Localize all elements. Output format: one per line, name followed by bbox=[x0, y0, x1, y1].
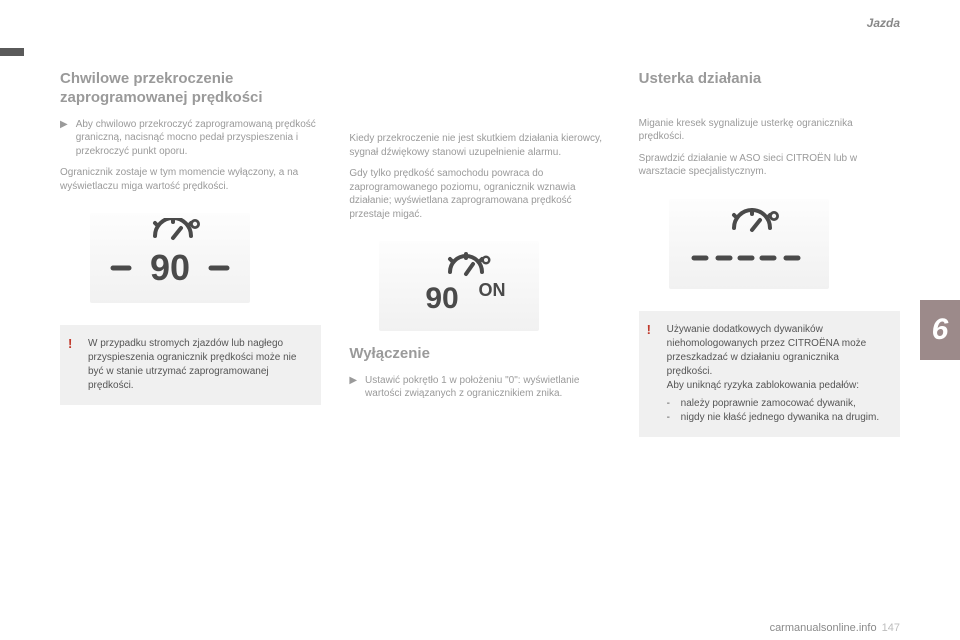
column-3: Usterka działania Miganie kresek sygnali… bbox=[639, 70, 900, 620]
col3-warn-line: Aby uniknąć ryzyka zablokowania pedałów: bbox=[667, 379, 886, 393]
bullet-mark-icon: ▶ bbox=[349, 374, 357, 401]
column-2: Kiedy przekroczenie nie jest skutkiem dz… bbox=[349, 70, 610, 620]
warning-icon: ! bbox=[647, 321, 651, 339]
col2-bullet-text: Ustawić pokrętło 1 w położeniu "0": wyśw… bbox=[365, 374, 611, 401]
col3-warn-item: nigdy nie kłaść jednego dywanika na drug… bbox=[667, 411, 886, 425]
svg-text:ON: ON bbox=[479, 280, 506, 300]
col3-para1: Miganie kresek sygnalizuje usterkę ogran… bbox=[639, 117, 900, 144]
warning-icon: ! bbox=[68, 335, 72, 353]
col3-para2: Sprawdzić działanie w ASO sieci CITROËN … bbox=[639, 152, 900, 179]
col1-title: Chwilowe przekroczenie zaprogramowanej p… bbox=[60, 70, 321, 108]
col1-warning-text: W przypadku stromych zjazdów lub nagłego… bbox=[88, 338, 296, 391]
chapter-tab: 6 bbox=[920, 300, 960, 360]
col3-title: Usterka działania bbox=[639, 70, 900, 89]
column-1: Chwilowe przekroczenie zaprogramowanej p… bbox=[60, 70, 321, 620]
col2-para1: Kiedy przekroczenie nie jest skutkiem dz… bbox=[349, 132, 610, 159]
section-header: Jazda bbox=[867, 16, 900, 30]
col3-illustration bbox=[669, 199, 829, 289]
col1-illustration: 90 bbox=[90, 213, 250, 303]
footer-page: 147 bbox=[882, 622, 900, 634]
col1-bullet: ▶ Aby chwilowo przekroczyć zaprogramowan… bbox=[60, 118, 321, 159]
bullet-mark-icon: ▶ bbox=[60, 118, 68, 159]
col3-warn-list: należy poprawnie zamocować dywanik, nigd… bbox=[667, 397, 886, 425]
col2-bullet: ▶ Ustawić pokrętło 1 w położeniu "0": wy… bbox=[349, 374, 610, 401]
col3-warn-intro: Używanie dodatkowych dywaników niehomolo… bbox=[667, 323, 886, 379]
col3-warn-item: należy poprawnie zamocować dywanik, bbox=[667, 397, 886, 411]
col2-illustration: 90 ON bbox=[379, 241, 539, 331]
col1-warning: ! W przypadku stromych zjazdów lub nagłe… bbox=[60, 325, 321, 405]
col2-para2: Gdy tylko prędkość samochodu powraca do … bbox=[349, 167, 610, 221]
col1-bullet-text: Aby chwilowo przekroczyć zaprogramowaną … bbox=[76, 118, 322, 159]
left-margin-tab bbox=[0, 48, 24, 56]
svg-text:90: 90 bbox=[426, 282, 459, 315]
col3-warning: ! Używanie dodatkowych dywaników niehomo… bbox=[639, 311, 900, 437]
footer-site: carmanualsonline.info bbox=[770, 622, 877, 634]
main-content: Chwilowe przekroczenie zaprogramowanej p… bbox=[60, 70, 900, 620]
footer: carmanualsonline.info 147 bbox=[770, 622, 900, 634]
col2-title: Wyłączenie bbox=[349, 345, 610, 364]
svg-text:90: 90 bbox=[150, 247, 190, 288]
col1-after-bullet: Ogranicznik zostaje w tym momencie wyłąc… bbox=[60, 166, 321, 193]
